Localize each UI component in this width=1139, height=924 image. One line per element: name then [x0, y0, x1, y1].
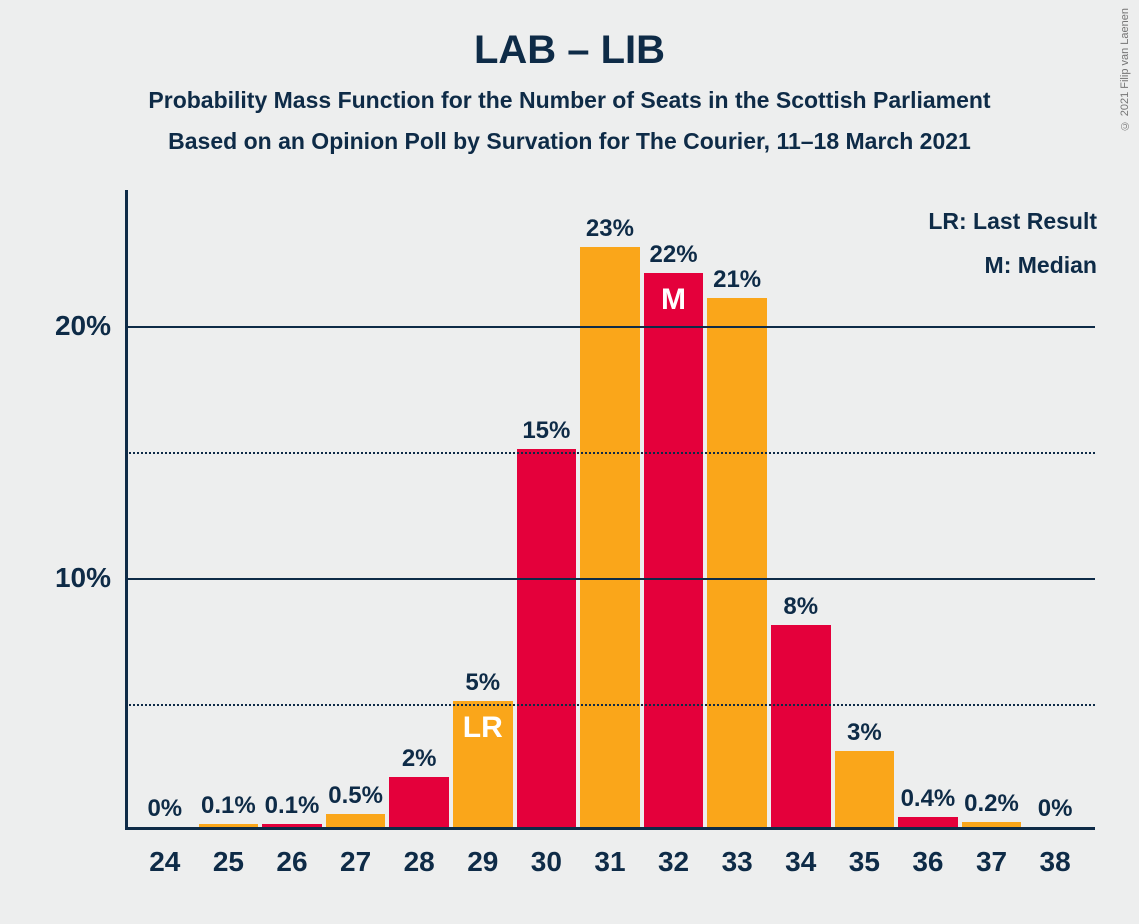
gridline-major — [125, 326, 1095, 328]
legend-lr: LR: Last Result — [928, 200, 1097, 244]
gridline-minor — [125, 452, 1095, 454]
bar-slot: 0.1% — [197, 197, 261, 827]
bar — [707, 298, 767, 827]
y-tick-label: 10% — [55, 562, 125, 594]
bar-value-label: 23% — [586, 215, 634, 243]
x-axis-labels: 242526272829303132333435363738 — [125, 846, 1095, 878]
bar-slot: 22% M — [642, 197, 706, 827]
bar — [389, 777, 449, 827]
bar-value-label: 0.5% — [328, 782, 383, 810]
chart-subtitle-2: Based on an Opinion Poll by Survation fo… — [0, 128, 1139, 155]
legend-m: M: Median — [928, 244, 1097, 288]
x-axis — [125, 827, 1095, 830]
bar-slot: 0.2% — [960, 197, 1024, 827]
x-tick-label: 26 — [260, 846, 324, 878]
bar-slot: 2% — [387, 197, 451, 827]
bar-slot: 0% — [1023, 197, 1087, 827]
bar — [898, 817, 958, 827]
bar-chart: 0% 0.1% 0.1% 0.5% 2% 5% LR 15% 23% 22% M 21% 8% 3% 0.4… — [125, 200, 1095, 830]
x-tick-label: 24 — [133, 846, 197, 878]
chart-subtitle-1: Probability Mass Function for the Number… — [0, 87, 1139, 114]
bar-value-label: 0.4% — [901, 785, 956, 813]
bars-container: 0% 0.1% 0.1% 0.5% 2% 5% LR 15% 23% 22% M 21% 8% 3% 0.4… — [125, 197, 1095, 827]
bar-slot: 21% — [705, 197, 769, 827]
bar-slot: 0.1% — [260, 197, 324, 827]
bar-value-label: 15% — [522, 417, 570, 445]
bar-value-label: 5% — [465, 669, 500, 697]
bar — [517, 449, 577, 827]
bar — [262, 824, 322, 827]
bar-value-label: 0.1% — [201, 792, 256, 820]
bar-slot: 5% LR — [451, 197, 515, 827]
bar-value-label: 22% — [650, 241, 698, 269]
x-tick-label: 32 — [642, 846, 706, 878]
x-tick-label: 34 — [769, 846, 833, 878]
bar: LR — [453, 701, 513, 827]
bar-value-label: 0.1% — [265, 792, 320, 820]
x-tick-label: 36 — [896, 846, 960, 878]
bar: M — [644, 273, 704, 827]
x-tick-label: 29 — [451, 846, 515, 878]
bar-slot: 0.5% — [324, 197, 388, 827]
bar-slot: 0% — [133, 197, 197, 827]
bar-inner-label: LR — [453, 711, 513, 745]
copyright-text: © 2021 Filip van Laenen — [1119, 8, 1131, 131]
gridline-major — [125, 578, 1095, 580]
bar — [199, 824, 259, 827]
bar-value-label: 8% — [783, 593, 818, 621]
x-tick-label: 38 — [1023, 846, 1087, 878]
x-tick-label: 25 — [197, 846, 261, 878]
x-tick-label: 31 — [578, 846, 642, 878]
bar — [835, 751, 895, 827]
bar-value-label: 3% — [847, 719, 882, 747]
x-tick-label: 37 — [960, 846, 1024, 878]
bar-slot: 15% — [515, 197, 579, 827]
bar-slot: 8% — [769, 197, 833, 827]
y-tick-label: 20% — [55, 310, 125, 342]
chart-title: LAB – LIB — [0, 0, 1139, 73]
bar — [580, 247, 640, 827]
legend: LR: Last Result M: Median — [928, 200, 1097, 287]
bar-value-label: 2% — [402, 745, 437, 773]
bar-slot: 3% — [833, 197, 897, 827]
bar-value-label: 21% — [713, 266, 761, 294]
bar-slot: 0.4% — [896, 197, 960, 827]
bar-value-label: 0% — [147, 795, 182, 823]
bar — [326, 814, 386, 827]
bar — [962, 822, 1022, 827]
x-tick-label: 30 — [515, 846, 579, 878]
bar-slot: 23% — [578, 197, 642, 827]
plot-area: 0% 0.1% 0.1% 0.5% 2% 5% LR 15% 23% 22% M 21% 8% 3% 0.4… — [125, 200, 1095, 830]
x-tick-label: 35 — [833, 846, 897, 878]
bar — [771, 625, 831, 827]
bar-value-label: 0% — [1038, 795, 1073, 823]
x-tick-label: 27 — [324, 846, 388, 878]
x-tick-label: 33 — [705, 846, 769, 878]
bar-inner-label: M — [644, 283, 704, 317]
bar-value-label: 0.2% — [964, 790, 1019, 818]
gridline-minor — [125, 704, 1095, 706]
x-tick-label: 28 — [387, 846, 451, 878]
